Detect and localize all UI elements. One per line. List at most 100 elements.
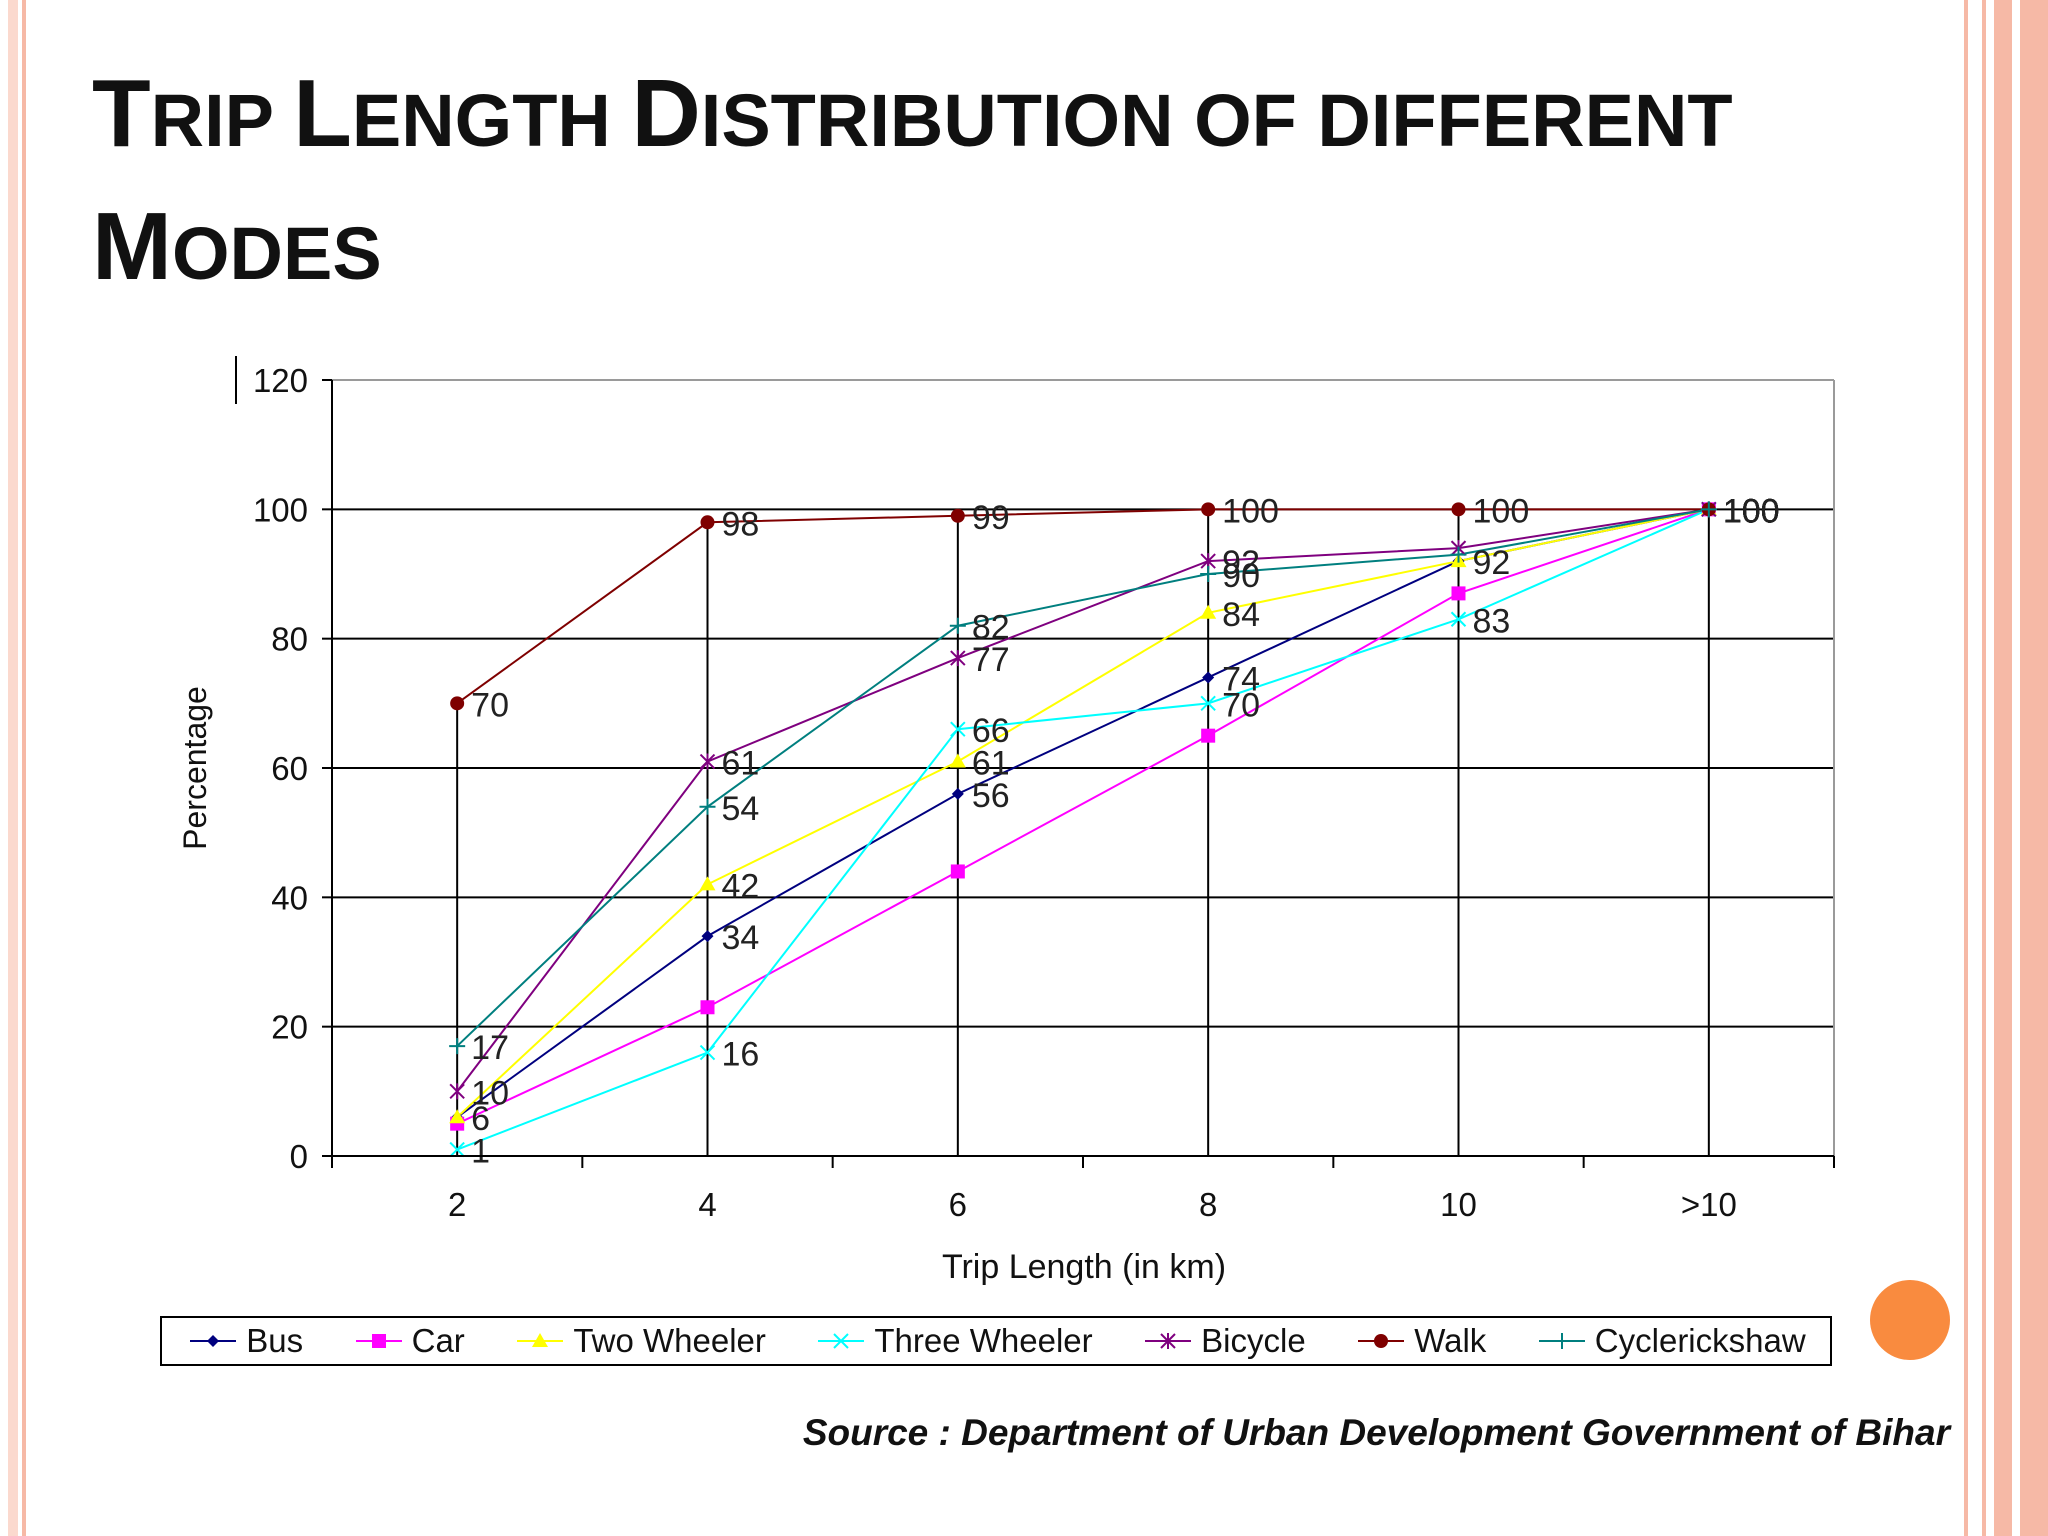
data-point-marker [699, 1044, 716, 1061]
series-line-cyclerickshaw [456, 508, 1710, 1047]
data-point-marker [1201, 728, 1216, 743]
chart-markers [449, 501, 1717, 1158]
data-point-marker [951, 787, 964, 800]
data-label: 77 [972, 641, 1010, 679]
legend-swatch [1358, 1334, 1405, 1348]
x-axis-label: Trip Length (in km) [942, 1248, 1226, 1286]
data-point-marker [950, 508, 965, 523]
data-point-marker [1374, 1334, 1389, 1348]
data-point-marker [449, 1109, 466, 1124]
legend-item-cyclerickshaw: Cyclerickshaw [1535, 1322, 1806, 1360]
chart-series-lines [456, 508, 1710, 1151]
data-point-marker [532, 1333, 549, 1347]
data-label: 100 [1723, 492, 1780, 530]
y-tick-label: 120 [253, 362, 308, 399]
title-part: ENGTH [351, 79, 632, 162]
legend-label: Walk [1414, 1322, 1487, 1359]
legend-swatch [355, 1334, 402, 1348]
data-point-marker [450, 696, 465, 711]
data-label: 100 [1723, 492, 1780, 530]
chart-plot-area [332, 379, 1835, 1156]
series-line-three-wheeler [456, 508, 1710, 1151]
data-label: 16 [722, 1036, 760, 1074]
y-tick-label: 100 [253, 491, 308, 528]
y-tick-label: 40 [271, 879, 308, 916]
title-part: ISTRIBUTION OF DIFFERENT [700, 79, 1733, 162]
data-label: 17 [471, 1029, 509, 1067]
data-label: 74 [1222, 660, 1260, 698]
x-tick-label: 6 [949, 1186, 967, 1223]
legend-item-car: Car [352, 1322, 465, 1360]
x-tick-label: 4 [698, 1186, 716, 1223]
title-part: L [293, 60, 352, 167]
x-tick-label: >10 [1681, 1186, 1737, 1223]
data-label: 66 [972, 712, 1010, 750]
legend-label: Two Wheeler [573, 1322, 766, 1359]
legend-swatch [517, 1333, 564, 1347]
legend-item-bus: Bus [186, 1322, 303, 1360]
series-line-walk [456, 508, 1709, 705]
title-part: ODES [171, 212, 382, 295]
data-label: 42 [722, 867, 760, 905]
chart-axes: 0 20 40 60 80 100 120 2 4 6 8 10 >10 [235, 356, 1835, 1223]
data-point-marker [701, 930, 714, 943]
data-label: 100 [1723, 492, 1780, 530]
data-label: 100 [1473, 492, 1530, 530]
data-label: 1 [471, 1133, 490, 1171]
data-point-marker [1450, 611, 1467, 627]
x-tick-label: 10 [1440, 1186, 1477, 1223]
data-point-marker [1160, 1333, 1176, 1349]
y-tick-label: 20 [271, 1009, 308, 1046]
x-tick-label: 8 [1199, 1186, 1217, 1223]
data-label: 10 [471, 1074, 509, 1112]
chart-droplines [456, 509, 1710, 1156]
data-label: 61 [722, 745, 760, 783]
data-point-marker [833, 1333, 850, 1349]
data-point-marker [371, 1334, 386, 1348]
data-point-marker [700, 515, 715, 530]
data-point-marker [1201, 502, 1216, 517]
x-tick-label: 2 [448, 1186, 466, 1223]
data-point-marker [1451, 502, 1466, 517]
chart-gridlines [332, 379, 1834, 1028]
data-point-marker [1200, 604, 1217, 619]
source-citation: Source : Department of Urban Development… [802, 1412, 1950, 1453]
data-point-marker [1451, 586, 1466, 601]
legend-item-walk: Walk [1354, 1322, 1486, 1360]
data-point-marker [699, 876, 716, 891]
data-label: 61 [972, 745, 1010, 783]
y-tick-label: 60 [271, 750, 308, 787]
legend-label: Bus [246, 1322, 304, 1359]
data-point-marker [949, 753, 966, 768]
data-label: 6 [471, 1100, 490, 1138]
legend-label: Car [411, 1322, 465, 1359]
data-point-marker [950, 650, 966, 667]
data-label: 82 [972, 609, 1010, 647]
data-label: 56 [972, 777, 1010, 815]
slide-title: TRIP LENGTH DISTRIBUTION OF DIFFERENT MO… [92, 58, 1962, 324]
data-label: 92 [1222, 544, 1260, 582]
data-point-marker [950, 864, 965, 879]
data-label: 84 [1222, 596, 1260, 634]
legend-label: Three Wheeler [874, 1322, 1093, 1359]
data-point-marker [1202, 671, 1215, 684]
legend-swatch [1145, 1333, 1192, 1349]
chart-data-labels: 3456749210010064261841001166670831001061… [471, 492, 1779, 1170]
data-label: 100 [1723, 492, 1780, 530]
legend-item-two-wheeler: Two Wheeler [513, 1322, 766, 1360]
legend-label: Bicycle [1201, 1322, 1306, 1359]
data-point-marker [207, 1335, 220, 1347]
series-line-car [456, 508, 1710, 1125]
data-label: 100 [1723, 492, 1780, 530]
data-point-marker [449, 1083, 465, 1100]
data-label: 70 [1222, 686, 1260, 724]
data-point-marker [700, 1000, 715, 1015]
left-decorative-border [0, 0, 26, 1536]
data-label: 100 [1723, 492, 1780, 530]
series-line-bicycle [456, 508, 1709, 1092]
title-part: RIP [150, 79, 294, 162]
slide-title-line-2: MODES [92, 191, 1962, 324]
title-part: D [631, 60, 701, 167]
data-label: 100 [1723, 492, 1780, 530]
